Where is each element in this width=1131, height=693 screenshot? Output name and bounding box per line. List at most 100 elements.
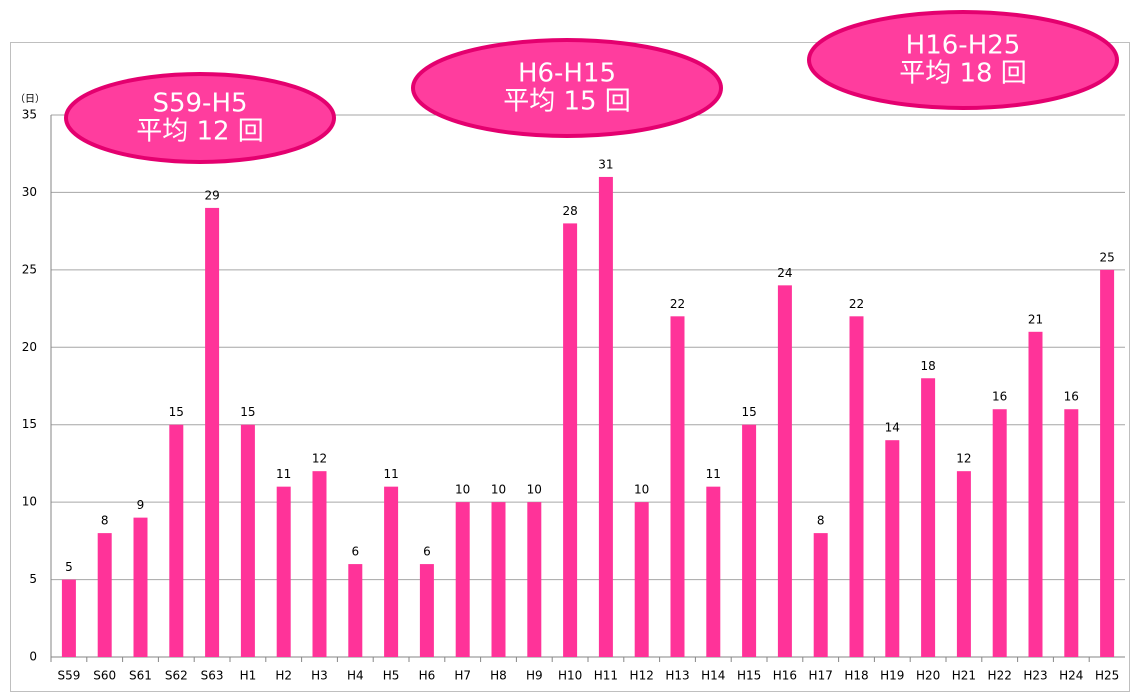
annotation-text: H6-H15 — [518, 59, 616, 89]
x-tick-label: H15 — [737, 669, 761, 683]
annotation-bubble — [411, 38, 723, 138]
bar — [97, 533, 112, 657]
bar — [1064, 409, 1079, 657]
data-label: 22 — [849, 297, 864, 311]
x-tick-label: H10 — [558, 669, 582, 683]
x-tick-label: H7 — [454, 669, 471, 683]
bar — [455, 502, 470, 657]
x-tick-label: H3 — [311, 669, 328, 683]
x-tick-label: S60 — [93, 669, 116, 683]
data-label: 8 — [817, 514, 825, 528]
y-tick-label: 0 — [29, 650, 37, 664]
bar — [813, 533, 828, 657]
bar — [777, 285, 792, 657]
x-tick-label: S62 — [165, 669, 188, 683]
x-tick-label: H24 — [1059, 669, 1083, 683]
x-tick-label: H4 — [347, 669, 364, 683]
x-tick-label: H12 — [630, 669, 654, 683]
bar — [670, 316, 685, 657]
bar — [240, 424, 255, 657]
x-tick-label: H5 — [383, 669, 400, 683]
bar — [598, 176, 613, 657]
bar — [527, 502, 542, 657]
y-tick-label: 5 — [29, 572, 37, 586]
x-tick-label: H2 — [275, 669, 292, 683]
bar — [634, 502, 649, 657]
annotation-text: 平均 15 回 — [503, 87, 631, 117]
data-label: 18 — [920, 359, 935, 373]
annotation-text: 平均 18 回 — [899, 59, 1027, 89]
x-tick-label: H1 — [240, 669, 257, 683]
bar — [921, 378, 936, 657]
bar — [169, 424, 184, 657]
y-tick-label: 15 — [22, 417, 37, 431]
data-label: 10 — [527, 483, 542, 497]
data-label: 21 — [1028, 312, 1043, 326]
data-label: 25 — [1099, 250, 1114, 264]
bar — [742, 424, 757, 657]
bar — [312, 471, 327, 657]
y-tick-label: 25 — [22, 262, 37, 276]
bar — [384, 486, 399, 657]
bar — [849, 316, 864, 657]
y-tick-label: 30 — [22, 185, 37, 199]
data-label: 5 — [65, 560, 73, 574]
data-label: 12 — [956, 452, 971, 466]
x-tick-label: S63 — [201, 669, 224, 683]
data-label: 12 — [312, 452, 327, 466]
x-tick-label: H16 — [773, 669, 797, 683]
bar — [563, 223, 578, 657]
x-tick-label: H17 — [809, 669, 833, 683]
annotation-bubble — [807, 10, 1119, 110]
data-label: 11 — [276, 467, 291, 481]
x-tick-label: S61 — [129, 669, 152, 683]
data-label: 6 — [351, 545, 359, 559]
x-tick-label: H25 — [1095, 669, 1119, 683]
y-tick-label: 35 — [22, 108, 37, 122]
data-label: 29 — [204, 188, 219, 202]
data-label: 15 — [240, 405, 255, 419]
bar — [956, 471, 971, 657]
x-tick-label: H9 — [526, 669, 543, 683]
bar — [1028, 331, 1043, 657]
data-label: 22 — [670, 297, 685, 311]
data-label: 16 — [992, 390, 1007, 404]
data-label: 6 — [423, 545, 431, 559]
x-tick-label: H21 — [952, 669, 976, 683]
data-label: 24 — [777, 266, 792, 280]
x-tick-label: H6 — [419, 669, 436, 683]
y-axis-label: （日） — [15, 93, 45, 105]
x-tick-label: H23 — [1023, 669, 1047, 683]
data-label: 8 — [101, 514, 109, 528]
data-label: 9 — [137, 498, 145, 512]
x-tick-label: H20 — [916, 669, 940, 683]
bar — [885, 440, 900, 657]
data-label: 28 — [562, 204, 577, 218]
data-label: 11 — [383, 467, 398, 481]
x-tick-label: S59 — [57, 669, 80, 683]
data-label: 15 — [169, 405, 184, 419]
data-label: 31 — [598, 157, 613, 171]
bar — [61, 579, 76, 657]
x-tick-label: H13 — [665, 669, 689, 683]
y-tick-label: 10 — [22, 495, 37, 509]
x-tick-label: H22 — [988, 669, 1012, 683]
x-tick-label: H18 — [844, 669, 868, 683]
x-tick-label: H11 — [594, 669, 618, 683]
annotation-text: 平均 12 回 — [136, 117, 264, 147]
bar — [706, 486, 721, 657]
data-label: 10 — [634, 483, 649, 497]
data-label: 11 — [706, 467, 721, 481]
y-tick-label: 20 — [22, 340, 37, 354]
bar — [1100, 269, 1115, 657]
bar — [992, 409, 1007, 657]
data-label: 14 — [885, 421, 900, 435]
data-label: 15 — [741, 405, 756, 419]
x-tick-label: H14 — [701, 669, 725, 683]
bar — [133, 517, 148, 657]
data-label: 10 — [491, 483, 506, 497]
bar — [276, 486, 291, 657]
bar — [205, 207, 220, 657]
annotation-text: S59-H5 — [152, 89, 247, 119]
